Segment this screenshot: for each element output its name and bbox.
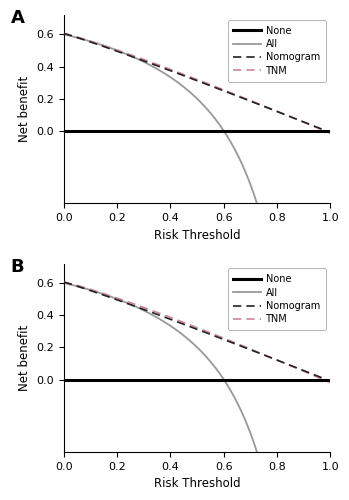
Legend: None, All, Nomogram, TNM: None, All, Nomogram, TNM xyxy=(228,20,326,82)
Y-axis label: Net benefit: Net benefit xyxy=(18,324,31,391)
Y-axis label: Net benefit: Net benefit xyxy=(18,76,31,142)
X-axis label: Risk Threshold: Risk Threshold xyxy=(154,228,240,241)
X-axis label: Risk Threshold: Risk Threshold xyxy=(154,478,240,490)
Text: B: B xyxy=(10,258,24,276)
Text: A: A xyxy=(10,10,24,28)
Legend: None, All, Nomogram, TNM: None, All, Nomogram, TNM xyxy=(228,268,326,330)
